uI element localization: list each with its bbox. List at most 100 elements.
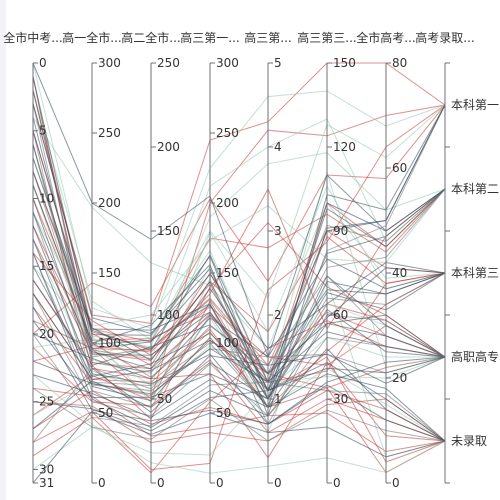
series-line-10 <box>32 221 446 416</box>
series-line-73 <box>32 275 446 443</box>
tick-label-5-3: 60 <box>333 308 348 322</box>
tick-label-0-7: 31 <box>39 476 54 490</box>
axis-name-6: 全市高考... <box>356 30 415 45</box>
axis-name-4: 高三第... <box>244 30 291 45</box>
tick-label-6-1: 60 <box>392 161 407 175</box>
category-label-0: 本科第一 <box>451 98 499 112</box>
tick-label-2-1: 200 <box>157 140 180 154</box>
tick-label-0-2: 10 <box>39 191 54 205</box>
tick-label-2-0: 250 <box>157 56 180 70</box>
series-line-45 <box>32 104 446 384</box>
tick-label-0-4: 20 <box>39 327 54 341</box>
tick-label-6-3: 20 <box>392 371 407 385</box>
tick-label-0-1: 5 <box>39 124 47 138</box>
tick-label-0-5: 25 <box>39 395 54 409</box>
series-line-21 <box>32 398 446 444</box>
series-line-63 <box>32 411 446 484</box>
series-line-24 <box>32 62 446 330</box>
series-lines <box>32 62 446 484</box>
tick-label-1-5: 50 <box>98 406 113 420</box>
series-line-51 <box>32 238 446 409</box>
tick-label-5-1: 120 <box>333 140 356 154</box>
axis-name-5: 高三第三... <box>297 30 356 45</box>
tick-label-1-1: 250 <box>98 126 121 140</box>
series-line-64 <box>32 76 446 375</box>
page-edge <box>0 0 6 500</box>
tick-label-4-1: 4 <box>274 140 282 154</box>
series-line-34 <box>32 89 446 341</box>
category-label-3: 高职高专 <box>451 349 499 364</box>
tick-label-5-0: 150 <box>333 56 356 70</box>
tick-label-1-6: 0 <box>98 476 106 490</box>
axis-name-7: 高考录取... <box>415 30 474 45</box>
tick-label-5-5: 0 <box>333 476 341 490</box>
tick-label-4-3: 2 <box>274 308 282 322</box>
series-line-40 <box>32 89 446 418</box>
series-line-60 <box>32 373 446 442</box>
series-line-17 <box>32 347 446 442</box>
series-line-72 <box>32 387 446 442</box>
tick-label-3-0: 300 <box>216 56 239 70</box>
series-line-71 <box>32 333 446 442</box>
series-line-61 <box>32 356 446 432</box>
tick-label-5-4: 30 <box>333 392 348 406</box>
series-line-43 <box>32 104 446 409</box>
series-line-4 <box>32 104 446 471</box>
tick-label-3-6: 0 <box>216 476 224 490</box>
tick-label-3-5: 50 <box>216 406 231 420</box>
tick-label-0-6: 30 <box>39 462 54 476</box>
series-line-39 <box>32 76 446 401</box>
tick-label-2-4: 50 <box>157 392 172 406</box>
tick-label-6-0: 80 <box>392 56 407 70</box>
series-line-70 <box>32 293 446 417</box>
series-line-0 <box>32 76 446 474</box>
series-line-9 <box>32 104 446 335</box>
tick-label-4-4: 1 <box>274 392 282 406</box>
tick-label-0-0: 0 <box>39 56 47 70</box>
tick-label-1-4: 100 <box>98 336 121 350</box>
tick-label-3-4: 100 <box>216 336 239 350</box>
series-line-28 <box>32 188 446 327</box>
axes: 全市中考...05101520253031高一全市...300250200150… <box>3 30 499 490</box>
series-line-31 <box>32 185 446 387</box>
tick-label-6-4: 0 <box>392 476 400 490</box>
tick-label-3-2: 200 <box>216 196 239 210</box>
series-line-67 <box>32 171 446 426</box>
tick-label-3-3: 150 <box>216 266 239 280</box>
series-line-47 <box>32 184 446 401</box>
tick-label-2-5: 0 <box>157 476 165 490</box>
axis-name-0: 全市中考... <box>3 30 62 45</box>
series-line-66 <box>32 104 446 409</box>
tick-label-5-2: 90 <box>333 224 348 238</box>
series-line-19 <box>32 390 446 442</box>
series-line-18 <box>32 89 446 343</box>
tick-label-4-2: 3 <box>274 224 282 238</box>
series-line-42 <box>32 117 446 350</box>
category-label-2: 本科第三 <box>451 266 499 280</box>
tick-label-3-1: 250 <box>216 126 239 140</box>
tick-label-2-3: 100 <box>157 308 180 322</box>
series-line-68 <box>32 211 446 392</box>
tick-label-1-0: 300 <box>98 56 121 70</box>
tick-label-6-2: 40 <box>392 266 407 280</box>
tick-label-2-2: 150 <box>157 224 180 238</box>
category-label-4: 未录取 <box>451 434 487 448</box>
tick-label-4-0: 5 <box>274 56 282 70</box>
series-line-55 <box>32 267 446 383</box>
series-line-1 <box>32 62 446 324</box>
series-line-26 <box>32 118 446 348</box>
tick-label-4-5: 0 <box>274 476 282 490</box>
tick-label-1-2: 200 <box>98 196 121 210</box>
axis-name-3: 高三第一... <box>180 30 239 45</box>
series-line-54 <box>32 279 446 414</box>
series-line-22 <box>32 184 446 408</box>
series-line-69 <box>32 252 446 408</box>
tick-label-0-3: 15 <box>39 259 54 273</box>
axis-name-2: 高二全市... <box>121 30 180 45</box>
tick-label-1-3: 150 <box>98 266 121 280</box>
category-label-1: 本科第二 <box>451 182 499 196</box>
series-line-65 <box>32 103 446 384</box>
series-line-49 <box>32 188 446 392</box>
axis-name-1: 高一全市... <box>62 30 121 45</box>
